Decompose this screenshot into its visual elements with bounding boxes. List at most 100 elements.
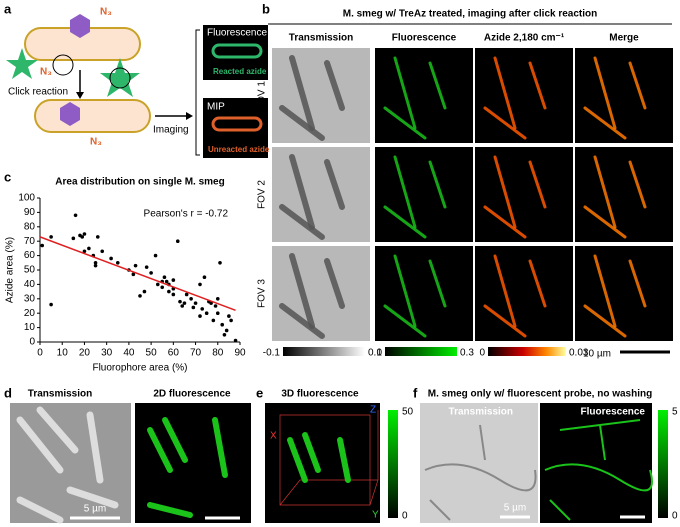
cell bbox=[593, 254, 617, 328]
point bbox=[131, 272, 136, 277]
panel-f: f M. smeg only w/ fluorescent probe, no … bbox=[413, 385, 678, 523]
point bbox=[87, 246, 91, 251]
point bbox=[153, 253, 158, 258]
point bbox=[115, 261, 120, 265]
y-tick-label: 20 bbox=[24, 308, 36, 319]
cell bbox=[483, 304, 527, 338]
label: Reacted azide bbox=[213, 67, 267, 76]
image bbox=[540, 403, 652, 523]
colorbar bbox=[283, 347, 365, 356]
sugar bbox=[70, 14, 90, 38]
point bbox=[191, 305, 196, 310]
label: Transmission bbox=[449, 407, 513, 418]
point bbox=[227, 314, 231, 318]
cell bbox=[528, 61, 547, 110]
y-tick-label: 10 bbox=[24, 322, 36, 333]
point bbox=[215, 311, 220, 316]
cbar-label: 0 bbox=[479, 348, 485, 359]
x-tick-label: 20 bbox=[79, 348, 91, 359]
panel-label: d bbox=[4, 385, 12, 400]
panel-b: b M. smeg w/ TreAz treated, imaging afte… bbox=[257, 1, 673, 360]
cell bbox=[493, 56, 517, 130]
y-tick-label: 80 bbox=[24, 221, 36, 232]
point bbox=[184, 292, 189, 297]
axis-label: Z bbox=[370, 405, 376, 416]
annotation: Pearson's r = -0.72 bbox=[144, 209, 229, 220]
point bbox=[204, 311, 209, 316]
image bbox=[272, 246, 370, 341]
scale-label: 10 µm bbox=[583, 349, 611, 360]
cell bbox=[593, 56, 617, 130]
point bbox=[211, 318, 216, 323]
image bbox=[375, 48, 473, 143]
point bbox=[133, 263, 138, 268]
sugar bbox=[60, 102, 80, 126]
label: MIP bbox=[207, 102, 225, 113]
y-tick-label: 30 bbox=[24, 293, 36, 304]
point bbox=[233, 338, 238, 343]
panel-label: e bbox=[256, 385, 263, 400]
x-tick-label: 30 bbox=[101, 348, 113, 359]
fit-line bbox=[39, 236, 236, 312]
cell bbox=[493, 254, 517, 328]
chart-title: Area distribution on single M. smeg bbox=[55, 177, 224, 188]
point bbox=[193, 301, 198, 305]
arrowhead bbox=[76, 92, 84, 99]
cell bbox=[483, 106, 527, 140]
dye bbox=[6, 48, 38, 79]
image bbox=[375, 147, 473, 242]
colorbar bbox=[388, 410, 398, 518]
cbar-label: 0 bbox=[402, 511, 408, 522]
point bbox=[73, 213, 78, 218]
cbar-label: -0.1 bbox=[263, 348, 281, 359]
point bbox=[182, 301, 187, 305]
cell bbox=[383, 304, 427, 338]
cell bbox=[583, 304, 627, 338]
point bbox=[200, 307, 205, 311]
cell bbox=[289, 55, 315, 131]
panel-c: c Area distribution on single M. smeg Pe… bbox=[4, 169, 246, 373]
cell bbox=[383, 205, 427, 239]
y-axis-label: Azide area (%) bbox=[5, 237, 16, 303]
image bbox=[265, 403, 380, 523]
point bbox=[82, 232, 87, 236]
scale-label: 5 µm bbox=[84, 504, 106, 515]
row-label: FOV 1 bbox=[257, 81, 268, 110]
cell bbox=[289, 253, 315, 329]
cell bbox=[528, 160, 547, 209]
colorbar bbox=[385, 347, 457, 356]
y-tick-label: 60 bbox=[24, 250, 36, 261]
cell bbox=[393, 155, 417, 229]
cell bbox=[528, 259, 547, 308]
point bbox=[220, 322, 225, 327]
dye bbox=[100, 58, 140, 97]
cells bbox=[147, 417, 228, 518]
cell bbox=[628, 160, 647, 209]
y-tick-label: 70 bbox=[24, 236, 36, 247]
panel-label: f bbox=[413, 385, 418, 400]
point bbox=[109, 256, 113, 261]
cell bbox=[279, 303, 325, 339]
point bbox=[49, 302, 53, 307]
point bbox=[82, 249, 87, 254]
x-tick-label: 90 bbox=[234, 348, 246, 359]
cell bbox=[324, 60, 345, 111]
cbar-label: 50 bbox=[402, 407, 414, 418]
point bbox=[71, 236, 76, 241]
label: N₃ bbox=[40, 67, 52, 78]
cell bbox=[383, 106, 427, 140]
x-tick-label: 10 bbox=[57, 348, 69, 359]
cbar-label: 0.03 bbox=[569, 348, 589, 359]
point bbox=[229, 318, 233, 323]
point bbox=[198, 282, 202, 287]
cells bbox=[287, 432, 351, 483]
image bbox=[575, 246, 673, 341]
cell bbox=[428, 160, 447, 209]
x-tick-label: 70 bbox=[190, 348, 202, 359]
image bbox=[475, 147, 573, 242]
point bbox=[80, 235, 85, 239]
axis-label: Y bbox=[372, 510, 379, 521]
cells bbox=[424, 424, 537, 521]
label: Imaging bbox=[153, 125, 189, 136]
point bbox=[100, 249, 105, 254]
